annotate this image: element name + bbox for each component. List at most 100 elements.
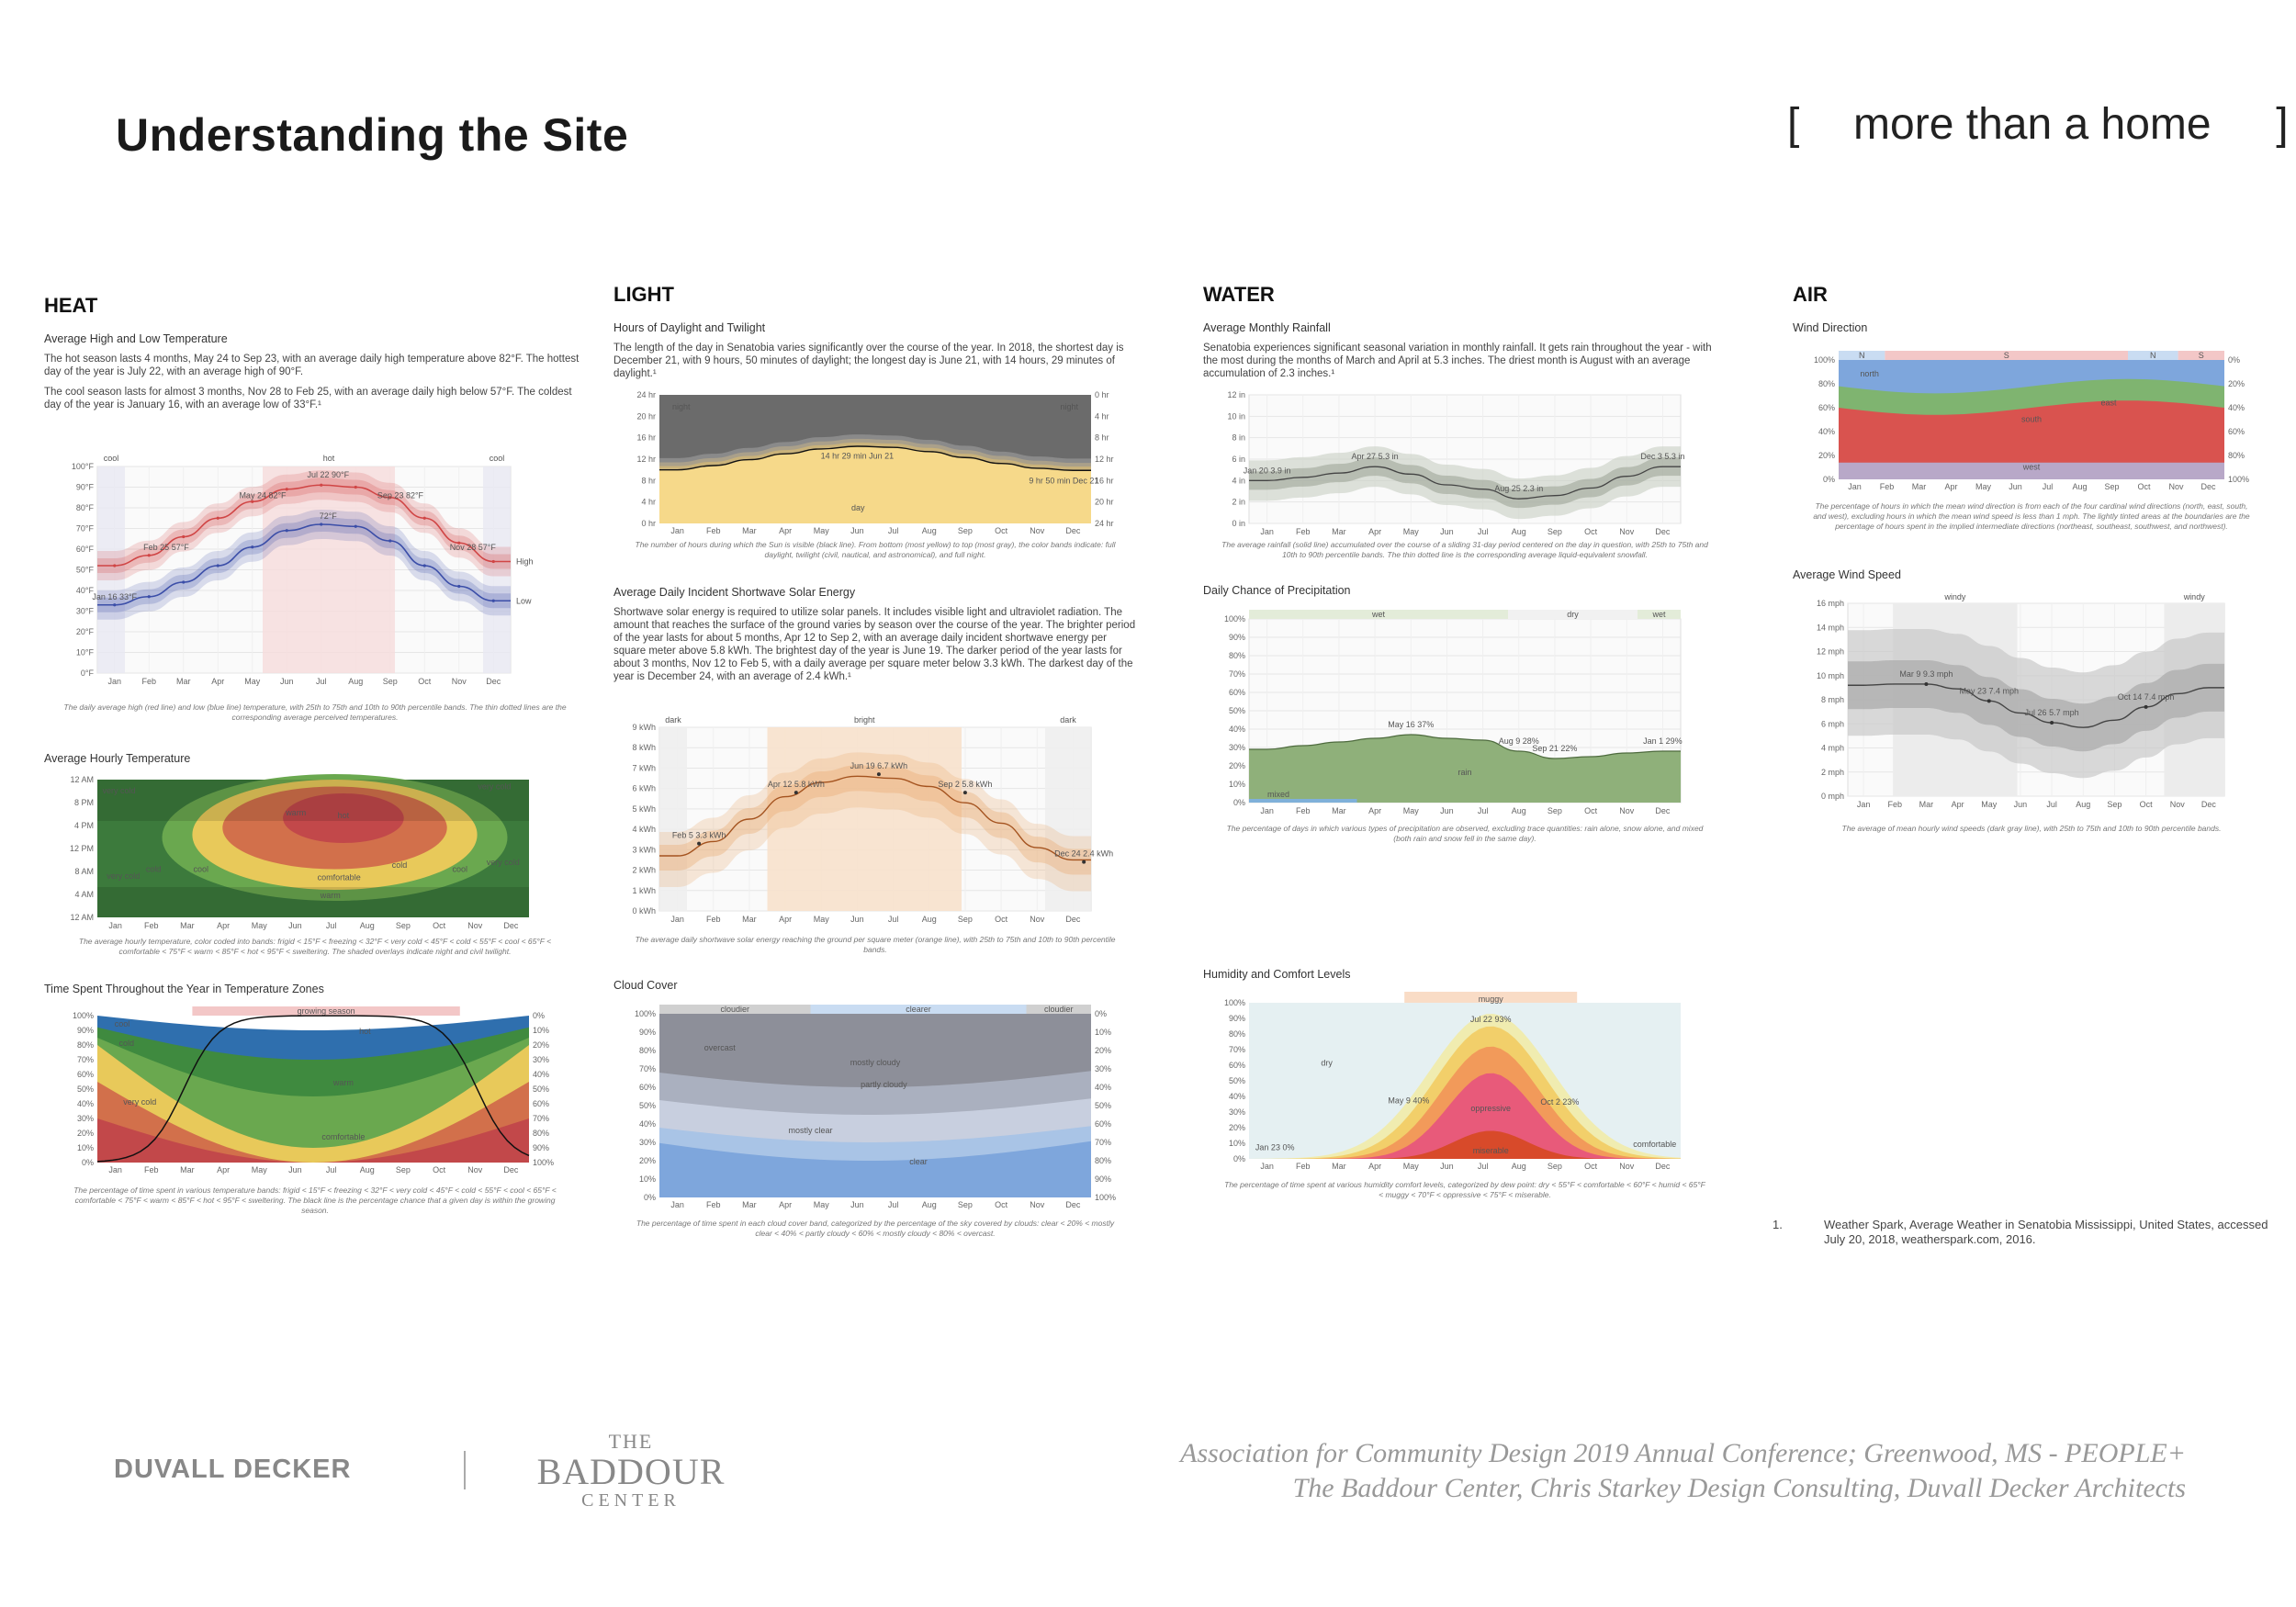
y-tick-label-right: 12 hr (1095, 455, 1114, 464)
x-tick-label: Apr (1944, 482, 1957, 491)
x-tick-label: Oct (995, 526, 1008, 535)
x-tick-label: Nov (467, 921, 483, 930)
season-band-label: cool (490, 454, 505, 463)
x-tick-label: Nov (1030, 915, 1045, 924)
y-tick-label: 10 in (1227, 411, 1245, 421)
y-tick-label: 0 hr (641, 519, 656, 528)
data-point (962, 791, 967, 795)
daylight-line (658, 445, 1091, 471)
tagline: [ more than a home ] (1787, 99, 2289, 150)
y-tick-label: 60% (1229, 688, 1245, 697)
annotation: Nov 28 57°F (450, 543, 497, 552)
x-tick-label: Feb (1296, 1162, 1311, 1171)
y-tick-label-right: 90% (1095, 1174, 1111, 1184)
x-tick-label: Mar (1919, 800, 1934, 809)
heatmap-label: very cold (478, 782, 511, 792)
y-tick-label: 9 kWh (632, 723, 656, 732)
heatmap-band-hot (283, 793, 404, 843)
y-tick-label: 4 AM (74, 890, 94, 899)
x-tick-label: Sep (396, 1165, 411, 1174)
season-band (1026, 1005, 1091, 1014)
data-point (354, 524, 357, 528)
y-tick-label: 100°F (72, 462, 95, 471)
temp-paragraph-2: The cool season lasts for almost 3 month… (44, 387, 572, 410)
precip-chart: 100% 90% 80% 70% 60% 50% 40% 30% 20% 10% 0% Jan Feb M… (1224, 610, 1683, 815)
y-tick-label: 0% (644, 1193, 656, 1202)
y-tick-label: 50% (639, 1101, 656, 1110)
data-point (422, 516, 426, 520)
daylight-paragraph: The length of the day in Senatobia varie… (613, 343, 1124, 379)
cloud-band (659, 1141, 1091, 1197)
x-tick-label: Apr (1952, 800, 1964, 809)
percentile-band-inner (97, 478, 511, 573)
annotation: May 16 37% (1388, 720, 1434, 729)
series-line (1249, 466, 1681, 500)
data-point (147, 554, 151, 557)
zone-label: comfortable (321, 1132, 365, 1141)
x-tick-label: Sep (1548, 1162, 1562, 1171)
y-tick-label: 0 kWh (632, 906, 656, 916)
comfort-label: Jan 23 0% (1255, 1142, 1295, 1152)
y-tick-label: 12 in (1227, 390, 1245, 399)
x-tick-label: Jul (326, 1165, 337, 1174)
percentile-band-outer (97, 510, 511, 620)
y-tick-label: 80% (77, 1040, 94, 1050)
y-tick-label-right: 8 hr (1095, 433, 1109, 443)
y-tick-label-right: 80% (1095, 1156, 1111, 1165)
org-name: BADDOUR (536, 1451, 726, 1492)
y-tick-label: 6 kWh (632, 784, 656, 793)
x-tick-label: May (244, 677, 261, 686)
heatmap-label: very cold (102, 786, 135, 795)
annotation: Sep 23 82°F (377, 491, 424, 500)
y-tick-label-right: 0% (2228, 355, 2240, 365)
x-tick-label: Apr (1368, 1162, 1381, 1171)
y-tick-label-right: 100% (1095, 1193, 1116, 1202)
humid-caption: The percentage of time spent at various … (1224, 1180, 1705, 1199)
y-tick-label-right: 80% (533, 1129, 549, 1138)
x-tick-label: Aug (1512, 527, 1526, 536)
y-tick-label-right: 20% (533, 1040, 549, 1050)
annotation: Jan 16 33°F (92, 592, 137, 601)
season-band-label: dark (665, 715, 681, 725)
y-tick-label: 40% (77, 1099, 94, 1108)
x-tick-label: Feb (1296, 806, 1311, 815)
season-band (483, 466, 511, 673)
season-band (1404, 992, 1578, 1003)
heatmap-label: very cold (487, 858, 520, 867)
annotation: rain (1458, 768, 1471, 777)
night-overlay (97, 887, 529, 917)
annotation: Jan 1 29% (1643, 736, 1683, 746)
y-tick-label: 2 kWh (632, 866, 656, 875)
y-tick-label: 10 mph (1817, 671, 1844, 680)
y-tick-label-right: 10% (533, 1026, 549, 1035)
y-tick-label: 6 in (1232, 455, 1245, 464)
y-tick-label: 0 mph (1821, 792, 1844, 801)
x-tick-label: Jul (888, 526, 899, 535)
credit-line-1: Association for Community Design 2019 An… (1180, 1438, 2186, 1468)
series-label: Low (516, 596, 532, 605)
x-tick-label: Dec (1655, 527, 1671, 536)
x-tick-label: Jun (288, 921, 302, 930)
heatmap-label: warm (320, 891, 341, 900)
x-tick-label: Jul (888, 915, 899, 924)
temp-caption: The daily average high (red line) and lo… (63, 702, 567, 722)
y-tick-label: 20% (1229, 761, 1245, 770)
cloud-band-label: mostly clear (788, 1126, 832, 1135)
x-tick-label: Sep (958, 915, 973, 924)
y-tick-label: 14 mph (1817, 623, 1844, 632)
season-band (659, 1005, 811, 1014)
growing-season-band (192, 1006, 460, 1016)
firm-logo: DUVALL DECKER (114, 1455, 352, 1484)
x-tick-label: Jan (1260, 1162, 1274, 1171)
x-tick-label: May (814, 1200, 830, 1209)
humid-chart: 100% 90% 80% 70% 60% 50% 40% 30% 20% 10% 0% Jan Feb M… (1224, 992, 1681, 1171)
y-tick-label-right: 0% (1095, 1009, 1107, 1018)
x-tick-label: May (1403, 806, 1420, 815)
y-tick-label: 80% (1818, 379, 1835, 388)
x-tick-label: Jul (2046, 800, 2057, 809)
series-line (1847, 683, 2224, 728)
y-tick-label: 20% (1229, 1123, 1245, 1132)
winddir-chart: 100% 80% 60% 40% 20% 0% 0% 20% 40% 60% 80% 100% N S N S… (1814, 351, 2249, 491)
x-tick-label: Jun (850, 915, 864, 924)
x-tick-label: Sep (2104, 482, 2119, 491)
